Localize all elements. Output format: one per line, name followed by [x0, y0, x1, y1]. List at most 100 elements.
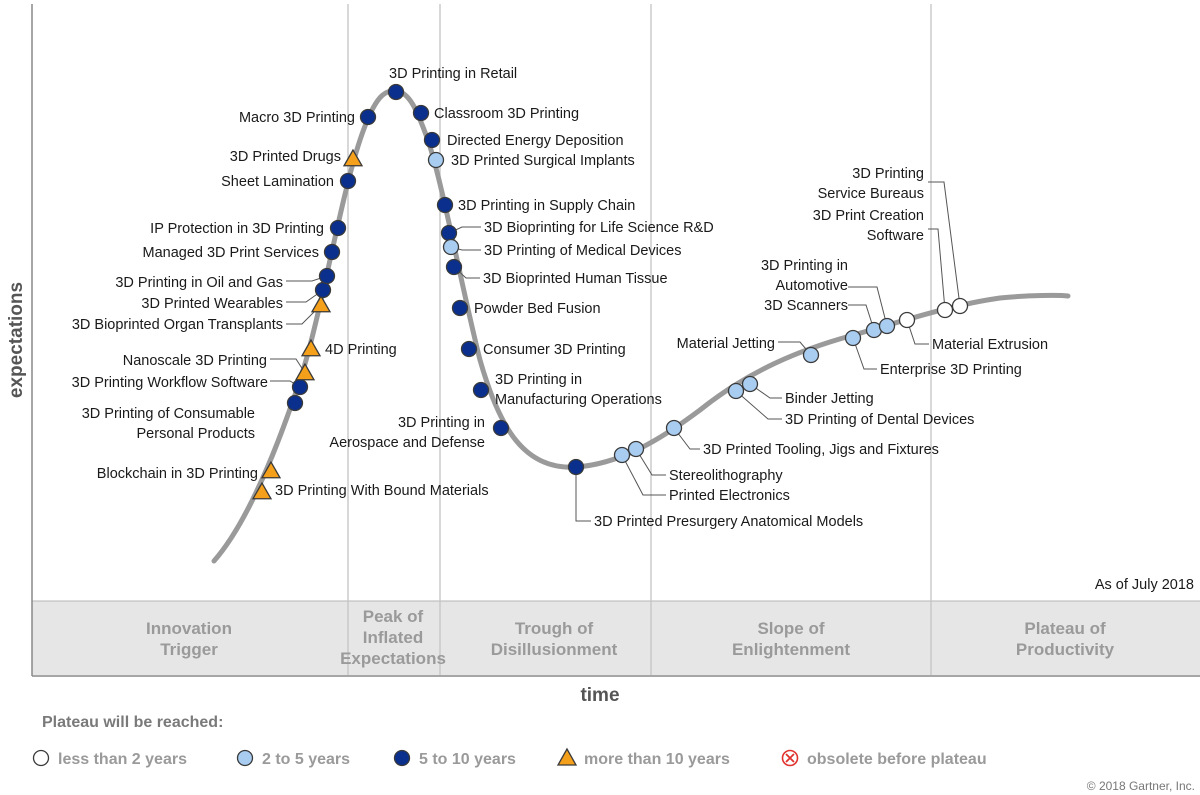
leader-3d-printing-service-bureaus [928, 181, 961, 307]
label-3d-printing-in-oil-and-gas-line: 3D Printing in Oil and Gas [115, 275, 283, 291]
marker-3d-printing-service-bureaus [951, 297, 969, 315]
marker-3d-printed-tooling-jigs-and-fixtures [665, 419, 683, 437]
marker-3d-printing-with-bound-materials [251, 481, 273, 500]
label-3d-printing-in-automotive-line: Automotive [775, 278, 848, 294]
marker-3d-printing-of-medical-devices [442, 238, 460, 256]
label-3d-print-creation-software: 3D Print Creation Software [813, 208, 924, 244]
phase-label-line: Trough of [515, 619, 594, 638]
label-stereolithography-line: Stereolithography [669, 468, 783, 484]
label-3d-printing-of-dental-devices-line: 3D Printing of Dental Devices [785, 412, 974, 428]
label-macro-3d-printing-line: Macro 3D Printing [239, 110, 355, 126]
label-3d-print-creation-software-line: 3D Print Creation [813, 208, 924, 224]
label-3d-printing-with-bound-materials-line: 3D Printing With Bound Materials [275, 483, 489, 499]
label-3d-bioprinting-for-life-science-r-d: 3D Bioprinting for Life Science R&D [484, 220, 714, 236]
label-enterprise-3d-printing-line: Enterprise 3D Printing [880, 362, 1022, 378]
marker-3d-printing-in-manufacturing-operations [472, 381, 490, 399]
label-powder-bed-fusion: Powder Bed Fusion [474, 301, 601, 317]
label-material-jetting: Material Jetting [677, 336, 775, 352]
phase-label-line: Slope of [757, 619, 824, 638]
axes [31, 4, 1200, 677]
label-printed-electronics-line: Printed Electronics [669, 488, 790, 504]
label-4d-printing: 4D Printing [325, 342, 397, 358]
label-binder-jetting: Binder Jetting [785, 391, 874, 407]
marker-3d-printed-drugs [342, 148, 364, 167]
label-3d-printing-of-medical-devices: 3D Printing of Medical Devices [484, 243, 681, 259]
label-classroom-3d-printing-line: Classroom 3D Printing [434, 106, 579, 122]
label-directed-energy-deposition-line: Directed Energy Deposition [447, 133, 624, 149]
y-axis-title: expectations [6, 282, 27, 398]
marker-managed-3d-print-services [323, 243, 341, 261]
label-3d-printing-in-automotive-line: 3D Printing in [761, 258, 848, 274]
label-3d-printing-in-manufacturing-operations-line: Manufacturing Operations [495, 392, 662, 408]
leader-material-extrusion [906, 319, 929, 345]
label-blockchain-in-3d-printing-line: Blockchain in 3D Printing [97, 466, 258, 482]
legend-swatch-2-to-5-years [236, 749, 254, 767]
label-3d-printed-tooling-jigs-and-fixtures: 3D Printed Tooling, Jigs and Fixtures [703, 442, 939, 458]
marker-3d-printed-surgical-implants [427, 151, 445, 169]
static-text: Innovation Trigger Peak of Inflated Expectat… [6, 282, 1195, 793]
phase-label-3: Trough of Disillusionment [491, 619, 618, 659]
label-3d-printing-service-bureaus-line: Service Bureaus [818, 186, 924, 202]
label-3d-bioprinted-organ-transplants: 3D Bioprinted Organ Transplants [72, 317, 283, 333]
label-3d-printing-in-retail: 3D Printing in Retail [389, 66, 517, 82]
legend-swatch-5-to-10-years [393, 749, 411, 767]
marker-printed-electronics [613, 446, 631, 464]
legend-label-5-to-10-years: 5 to 10 years [419, 751, 516, 768]
legend: Plateau will be reached: less than 2 year… [32, 714, 987, 768]
label-3d-printing-in-supply-chain-line: 3D Printing in Supply Chain [458, 198, 635, 214]
marker-consumer-3d-printing [460, 340, 478, 358]
legend-label-2-to-5-years: 2 to 5 years [262, 751, 350, 768]
label-3d-printing-service-bureaus-line: 3D Printing [852, 166, 924, 182]
label-3d-printing-of-consumable-personal-products-line: 3D Printing of Consumable [82, 406, 255, 422]
label-3d-printed-wearables-line: 3D Printed Wearables [141, 296, 283, 312]
label-nanoscale-3d-printing-line: Nanoscale 3D Printing [123, 353, 267, 369]
label-consumer-3d-printing-line: Consumer 3D Printing [483, 342, 626, 358]
legend-label-obsolete-before-plateau: obsolete before plateau [807, 751, 987, 768]
label-nanoscale-3d-printing: Nanoscale 3D Printing [123, 353, 267, 369]
label-3d-printed-surgical-implants: 3D Printed Surgical Implants [451, 153, 635, 169]
marker-3d-printing-of-dental-devices [727, 382, 745, 400]
marker-3d-printed-presurgery-anatomical-models [567, 458, 585, 476]
phase-label-line: Productivity [1016, 640, 1115, 659]
label-material-extrusion-line: Material Extrusion [932, 337, 1048, 353]
label-material-extrusion: Material Extrusion [932, 337, 1048, 353]
label-3d-printing-of-medical-devices-line: 3D Printing of Medical Devices [484, 243, 681, 259]
marker-material-jetting [802, 346, 820, 364]
label-3d-printing-workflow-software-line: 3D Printing Workflow Software [72, 375, 268, 391]
phase-band [32, 600, 1200, 675]
marker-macro-3d-printing [359, 108, 377, 126]
phase-label-line: Peak of [363, 607, 424, 626]
marker-ip-protection-in-3d-printing [329, 219, 347, 237]
leader-printed-electronics [621, 454, 666, 496]
label-3d-scanners: 3D Scanners [764, 298, 848, 314]
label-3d-printing-in-automotive: 3D Printing in Automotive [761, 258, 848, 294]
marker-enterprise-3d-printing [844, 329, 862, 347]
legend-label-more-than-10-years: more than 10 years [584, 751, 730, 768]
leader-3d-scanners [848, 304, 875, 331]
marker-3d-printing-of-consumable-personal-products [286, 394, 304, 412]
phase-label-line: Trigger [160, 640, 218, 659]
label-3d-bioprinted-human-tissue: 3D Bioprinted Human Tissue [483, 271, 668, 287]
label-3d-printing-workflow-software: 3D Printing Workflow Software [72, 375, 268, 391]
leader-enterprise-3d-printing [852, 337, 877, 370]
marker-classroom-3d-printing [412, 104, 430, 122]
phase-label-line: Expectations [340, 649, 446, 668]
label-3d-printing-service-bureaus: 3D Printing Service Bureaus [818, 166, 924, 202]
legend-swatch-cross [785, 753, 795, 763]
leader-3d-printed-presurgery-anatomical-models [575, 467, 591, 522]
phase-label-line: Inflated [363, 628, 423, 647]
label-ip-protection-in-3d-printing: IP Protection in 3D Printing [150, 221, 324, 237]
phase-label-2: Peak of Inflated Expectations [340, 607, 446, 668]
phase-label-5: Plateau of Productivity [1016, 619, 1115, 659]
label-3d-printed-presurgery-anatomical-models-line: 3D Printed Presurgery Anatomical Models [594, 514, 863, 530]
marker-sheet-lamination [339, 172, 357, 190]
label-classroom-3d-printing: Classroom 3D Printing [434, 106, 579, 122]
label-3d-printed-presurgery-anatomical-models: 3D Printed Presurgery Anatomical Models [594, 514, 863, 530]
marker-material-extrusion [898, 311, 916, 329]
marker-3d-printing-in-supply-chain [436, 196, 454, 214]
label-3d-bioprinting-for-life-science-r-d-line: 3D Bioprinting for Life Science R&D [484, 220, 714, 236]
label-stereolithography: Stereolithography [669, 468, 783, 484]
marker-3d-printing-in-retail [387, 83, 405, 101]
label-3d-printed-wearables: 3D Printed Wearables [141, 296, 283, 312]
